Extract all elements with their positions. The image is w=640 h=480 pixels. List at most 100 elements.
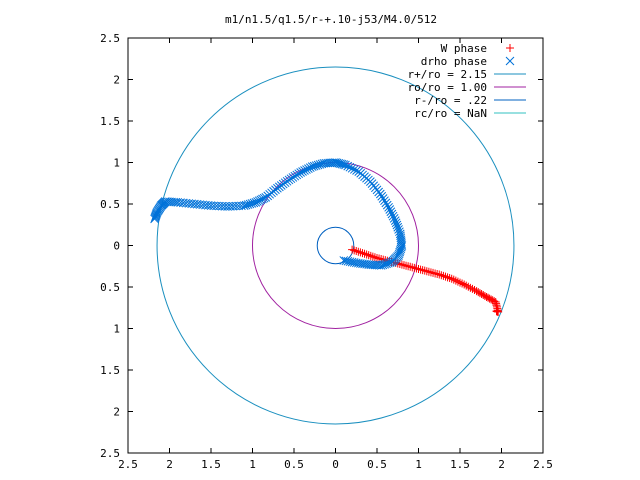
drho-phase-point (394, 251, 403, 260)
drho-phase-point (298, 167, 307, 176)
w-phase-point (397, 260, 406, 269)
w-phase-point (364, 251, 373, 260)
w-phase-point (402, 261, 411, 270)
drho-phase-point (345, 162, 355, 172)
drho-phase-point (337, 159, 347, 169)
y-tick-label: 0.5 (100, 281, 120, 294)
w-phase-point (460, 280, 469, 289)
drho-phase-point (394, 249, 404, 259)
drho-phase-point (396, 244, 406, 254)
y-tick-label: 0 (113, 240, 120, 253)
w-phase-point (462, 281, 471, 290)
w-phase-point (458, 279, 467, 288)
y-tick-label: 0.5 (100, 198, 120, 211)
y-tick-label: 2.5 (100, 447, 120, 460)
w-phase-point (350, 246, 359, 255)
w-phase-point (426, 268, 435, 277)
w-phase-point (420, 266, 429, 275)
x-tick-label: 2.5 (533, 458, 553, 471)
w-phase-point (414, 265, 423, 274)
circle-curve (156, 66, 515, 425)
y-tick-label: 1.5 (100, 115, 120, 128)
w-phase-point (366, 251, 375, 260)
w-phase-point (441, 272, 450, 281)
w-phase-point (443, 273, 452, 282)
drho-phase-point (354, 167, 364, 176)
w-phase-point (474, 288, 483, 297)
drho-phase-point (388, 211, 398, 221)
x-tick-label: 0.5 (367, 458, 387, 471)
legend-marker (506, 44, 514, 52)
drho-phase-point (339, 160, 349, 169)
w-phase-point (422, 267, 431, 276)
drho-phase-point (395, 229, 405, 239)
legend-label: r+/ro = 2.15 (408, 68, 487, 81)
w-phase-point (360, 249, 369, 258)
w-phase-point (356, 248, 365, 257)
w-phase-point (439, 271, 448, 280)
y-tick-label: 2 (113, 74, 120, 87)
w-phase-point (362, 250, 371, 259)
drho-phase-point (395, 227, 404, 237)
w-phase-point (377, 255, 386, 264)
drho-phase-point (395, 246, 405, 255)
drho-phase-point (352, 166, 361, 175)
w-phase-point (472, 287, 481, 296)
legend-marker (505, 56, 515, 66)
w-phase-point (492, 307, 501, 316)
x-tick-label: 2.5 (118, 458, 138, 471)
w-phase-point (437, 271, 446, 280)
drho-phase-point (377, 191, 387, 201)
drho-phase-point (391, 218, 401, 228)
w-phase-point (449, 275, 458, 284)
y-tick-label: 1 (113, 157, 120, 170)
chart-title: m1/n1.5/q1.5/r-+.10-j53/M4.0/512 (225, 13, 437, 26)
drho-phase-point (150, 214, 159, 224)
w-phase-point (470, 286, 479, 295)
w-phase-point (475, 289, 484, 298)
w-phase-point (348, 245, 357, 254)
drho-phase-point (394, 225, 403, 234)
drho-phase-point (336, 159, 345, 169)
w-phase-point (358, 249, 367, 258)
drho-phase-point (385, 205, 395, 214)
w-phase-point (479, 291, 488, 300)
x-tick-label: 1 (249, 458, 256, 471)
drho-phase-point (349, 165, 359, 174)
w-phase-point (451, 276, 460, 285)
x-tick-label: 0.5 (284, 458, 304, 471)
w-phase-point (447, 274, 456, 283)
x-tick-label: 1.5 (450, 458, 470, 471)
drho-phase-point (381, 198, 391, 208)
w-phase-point (453, 277, 462, 286)
drho-phase-point (387, 209, 397, 219)
w-phase-point (468, 284, 477, 293)
circle-curve (316, 226, 355, 265)
drho-phase-point (386, 207, 396, 217)
w-phase-point (429, 268, 438, 277)
w-phase-point (404, 262, 413, 271)
w-phase-point (424, 267, 433, 276)
w-phase-point (480, 291, 489, 300)
legend-label: ro/ro = 1.00 (408, 81, 487, 94)
w-phase-point (464, 282, 473, 291)
w-phase-point (445, 274, 454, 283)
w-phase-point (368, 252, 377, 261)
y-tick-label: 2.5 (100, 32, 120, 45)
drho-phase-point (390, 216, 400, 225)
drho-phase-point (380, 196, 389, 206)
w-phase-point (412, 264, 421, 273)
axis-ticks: 2.5 2 1.5 1 0.5 0 0.5 1 1.5 2 2.52.521.510.500.511… (100, 32, 553, 471)
x-tick-label: 2 (498, 458, 505, 471)
circle-curves (156, 66, 515, 425)
x-tick-label: 0 (332, 458, 339, 471)
w-phase-point (410, 263, 419, 272)
w-phase-point (406, 262, 415, 271)
y-tick-label: 1.5 (100, 364, 120, 377)
w-phase-point (354, 247, 363, 256)
w-phase-point (466, 283, 475, 292)
drho-phase-point (384, 202, 393, 212)
w-phase-point (408, 263, 417, 272)
